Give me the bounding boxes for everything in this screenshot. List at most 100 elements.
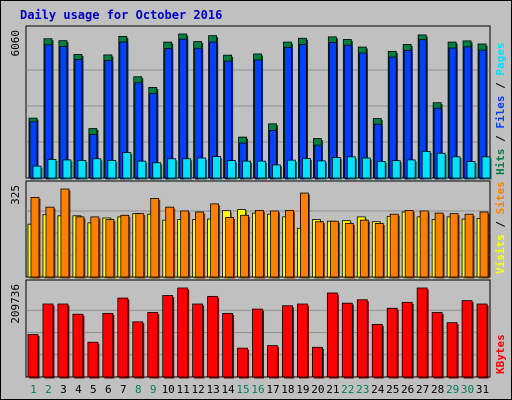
bar-sites-day-17 (270, 210, 280, 279)
bar-kbytes-day-26 (401, 301, 414, 379)
y-max-label: 325 (9, 185, 22, 205)
bar-sites-day-22 (344, 222, 355, 279)
bar-kbytes-day-11 (177, 287, 190, 379)
bar-files-day-30 (463, 46, 473, 180)
bar-pages-day-25 (391, 160, 402, 180)
legend-sites: Sites (494, 181, 507, 214)
bar-kbytes-day-7 (117, 297, 130, 379)
bar-pages-day-29 (451, 156, 462, 180)
bar-kbytes-day-15 (237, 347, 250, 379)
bar-pages-day-7 (122, 152, 133, 180)
bar-sites-day-21 (329, 220, 340, 279)
bar-pages-day-6 (107, 160, 118, 180)
bar-sites-day-12 (195, 211, 206, 279)
bar-sites-day-15 (240, 214, 251, 279)
x-tick-label: 28 (431, 383, 444, 396)
bar-sites-day-27 (419, 210, 430, 279)
x-tick-label: 6 (105, 383, 112, 396)
bar-sites-day-20 (314, 221, 325, 279)
bar-pages-day-20 (316, 160, 327, 180)
x-tick-label: 21 (326, 383, 339, 396)
bar-kbytes-day-24 (371, 323, 384, 379)
legend-separator: / (494, 214, 507, 234)
bar-sites-day-29 (449, 213, 460, 279)
x-tick-label: 11 (177, 383, 190, 396)
x-tick-label: 23 (356, 383, 369, 396)
x-tick-label: 17 (266, 383, 279, 396)
bar-sites-day-3 (60, 188, 71, 279)
bar-sites-day-9 (150, 198, 161, 279)
bar-kbytes-day-12 (192, 303, 205, 379)
x-tick-label: 24 (371, 383, 385, 396)
bar-kbytes-day-16 (252, 308, 265, 379)
bar-sites-day-8 (135, 213, 146, 279)
bar-pages-day-12 (197, 157, 208, 180)
bar-pages-day-8 (137, 160, 148, 180)
legend-pages: Pages (494, 43, 507, 76)
y-max-label: 209736 (9, 284, 22, 324)
bar-pages-day-23 (361, 157, 372, 180)
legend-kbytes: KBytes (494, 334, 507, 374)
bar-kbytes-day-2 (42, 303, 55, 379)
bar-pages-day-21 (331, 157, 342, 180)
x-tick-label: 3 (60, 383, 67, 396)
bar-pages-day-19 (302, 158, 312, 180)
bar-pages-day-22 (346, 156, 357, 180)
bar-kbytes-day-4 (72, 313, 85, 379)
bar-pages-day-27 (421, 150, 432, 180)
chart-title: Daily usage for October 2016 (20, 8, 222, 22)
bar-sites-day-1 (30, 196, 41, 279)
panel-kbytes: 209736 KBytes (9, 279, 507, 379)
bar-files-day-18 (284, 46, 293, 180)
x-tick-label: 19 (296, 383, 309, 396)
bar-sites-day-26 (404, 209, 415, 279)
series-legend: Visits / Sites (494, 181, 507, 274)
x-tick-label: 10 (162, 383, 175, 396)
bar-kbytes-day-5 (87, 341, 100, 379)
x-tick-label: 31 (476, 383, 489, 396)
bars-hits (28, 33, 492, 180)
bar-pages-day-17 (272, 164, 282, 180)
bar-pages-day-31 (481, 156, 492, 180)
panel-sites: 325 Visits / Sites (9, 180, 507, 279)
bar-sites-day-4 (75, 216, 86, 279)
legend-visits: Visits (494, 234, 507, 274)
x-tick-label: 29 (446, 383, 459, 396)
bar-pages-day-2 (47, 159, 58, 180)
legend-hits: Hits (494, 149, 507, 176)
bar-sites-day-7 (120, 214, 131, 279)
x-tick-label: 30 (461, 383, 474, 396)
series-legend: Hits / Files / Pages (494, 43, 507, 176)
bar-sites-day-2 (45, 206, 56, 279)
series-legend: KBytes (494, 334, 507, 374)
bar-sites-day-25 (389, 213, 400, 279)
bar-sites-day-6 (105, 219, 116, 279)
bar-sites-day-13 (210, 203, 221, 279)
bar-pages-day-24 (376, 160, 387, 180)
bar-pages-day-11 (182, 158, 193, 180)
bar-sites-day-31 (479, 211, 490, 279)
bar-pages-day-4 (77, 160, 88, 180)
bar-pages-day-13 (212, 156, 223, 180)
bar-pages-day-3 (62, 159, 73, 180)
x-tick-label: 4 (75, 383, 82, 396)
x-tick-label: 27 (416, 383, 429, 396)
bar-kbytes-day-6 (102, 312, 115, 379)
bar-kbytes-day-31 (476, 303, 489, 379)
bar-pages-day-14 (227, 160, 238, 180)
bar-sites-day-24 (374, 222, 385, 279)
x-tick-label: 8 (135, 383, 142, 396)
x-tick-label: 13 (206, 383, 219, 396)
panel-hits: 6060 Hits / Files / Pages (9, 25, 507, 180)
y-max-label: 6060 (9, 30, 22, 57)
bar-kbytes-day-19 (297, 303, 309, 379)
x-tick-label: 16 (251, 383, 264, 396)
x-tick-label: 20 (311, 383, 324, 396)
bar-sites-day-14 (225, 217, 236, 279)
bar-pages-day-15 (242, 160, 253, 180)
bar-sites-day-23 (359, 219, 370, 279)
x-tick-label: 5 (90, 383, 97, 396)
bar-sites-day-5 (90, 216, 101, 279)
bar-sites-day-11 (180, 210, 191, 279)
bar-pages-day-28 (436, 152, 447, 180)
